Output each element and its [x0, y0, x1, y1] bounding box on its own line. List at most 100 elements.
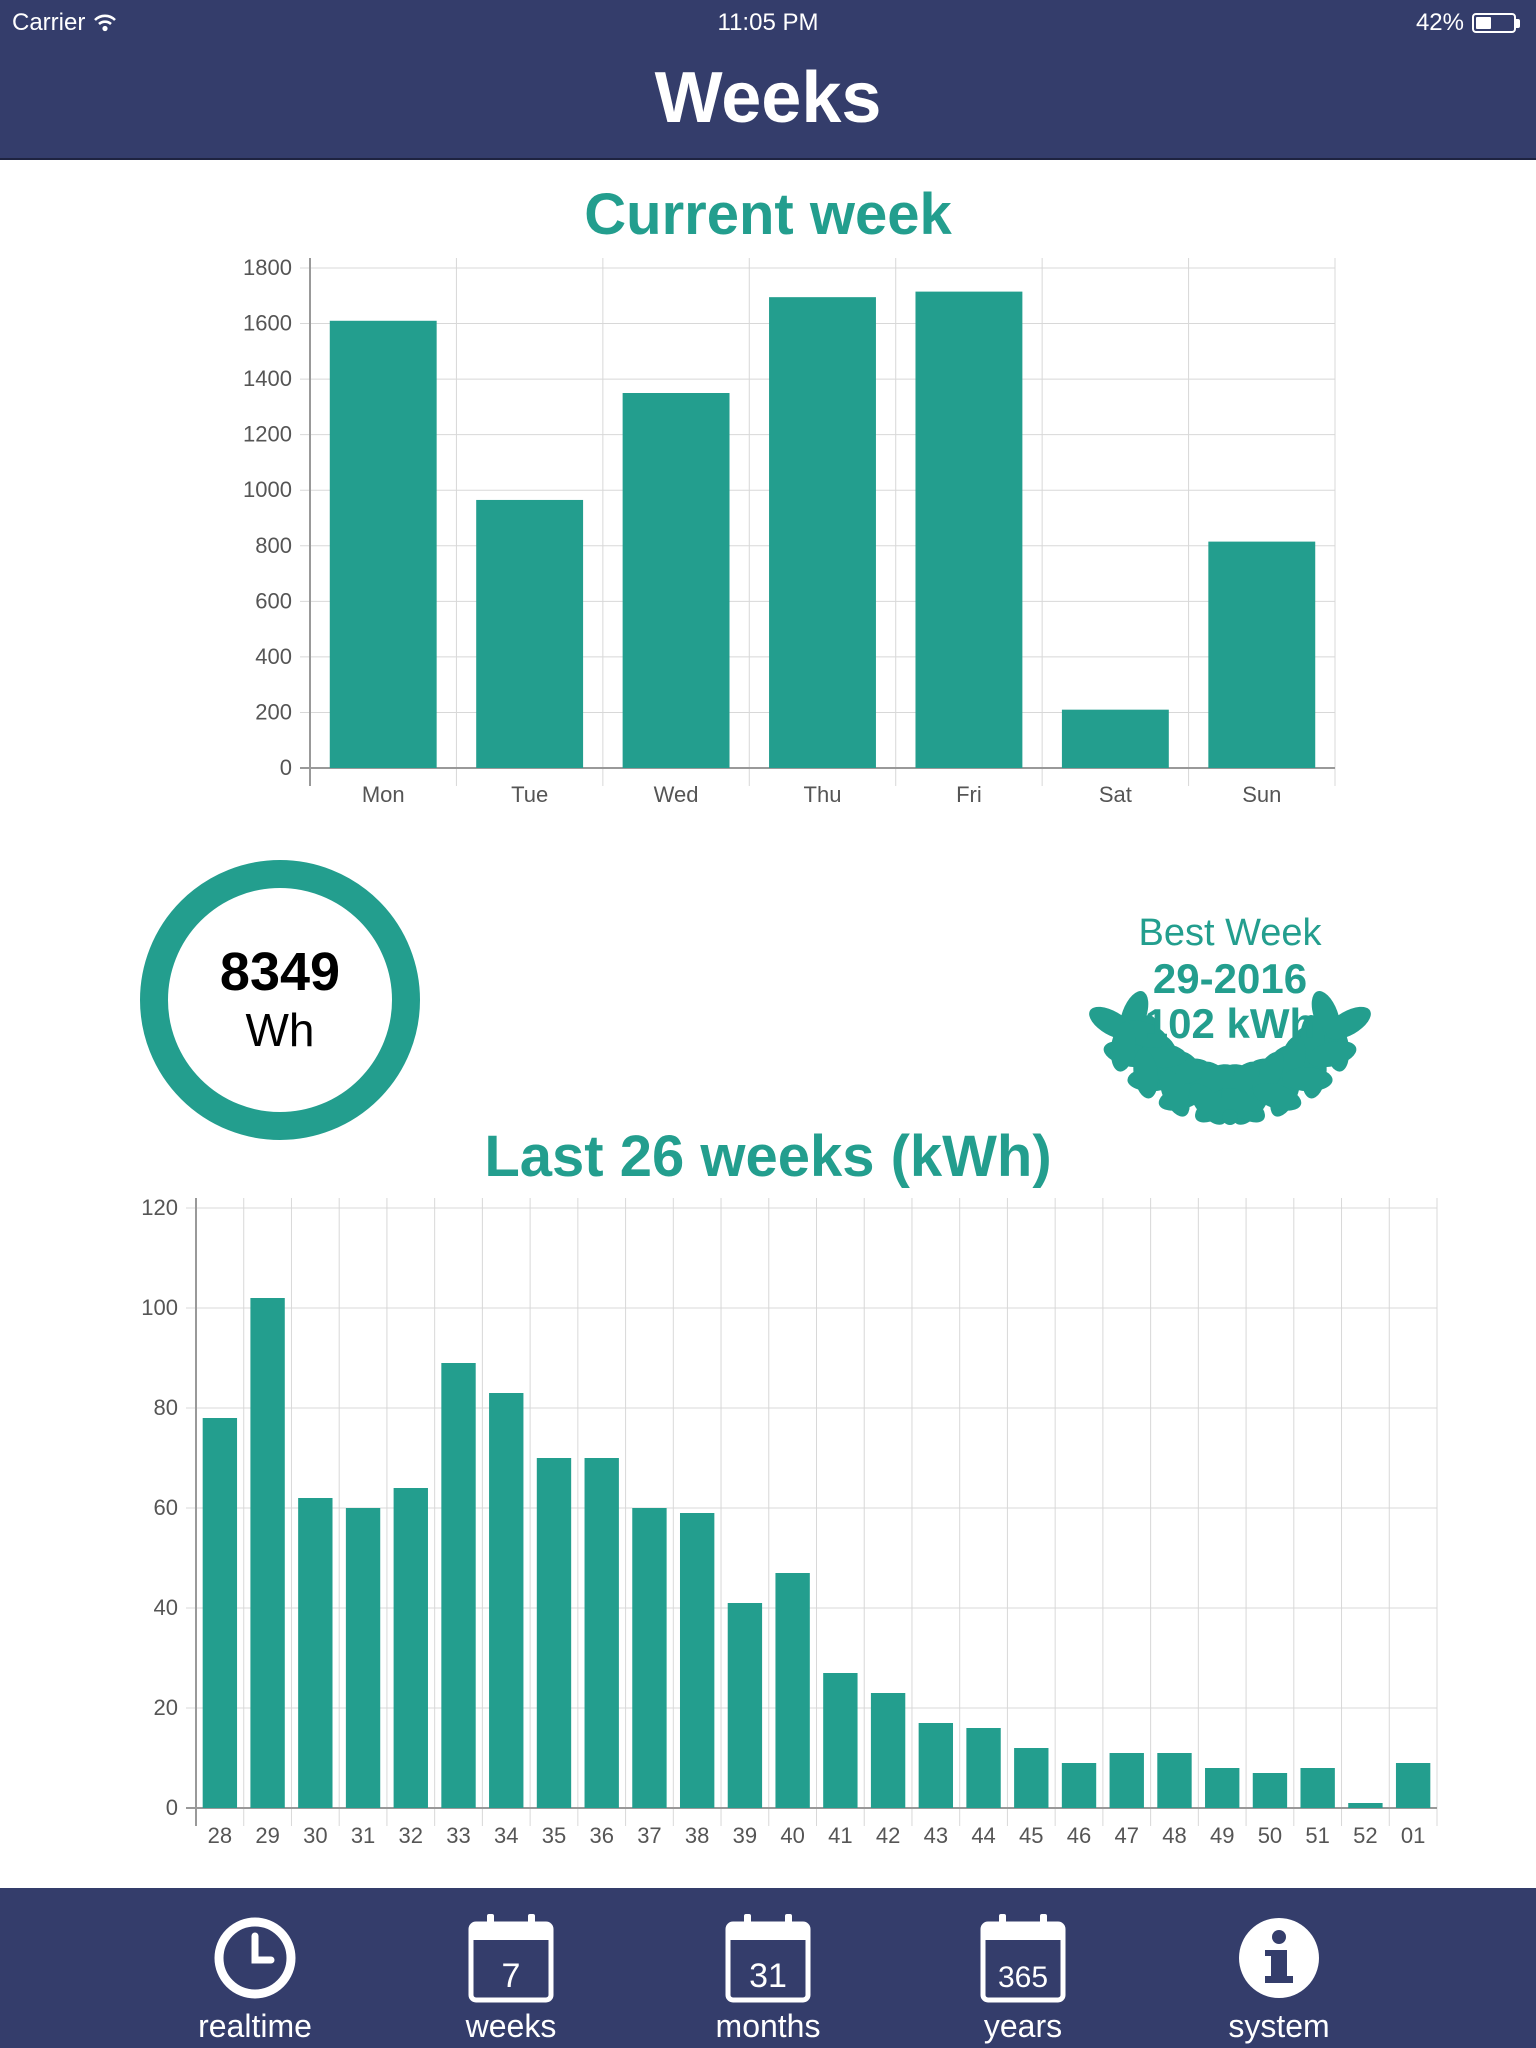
- tab-weeks[interactable]: 7 weeks: [401, 1888, 621, 2048]
- status-right: 42%: [1416, 6, 1520, 40]
- y-tick-label: 600: [255, 588, 292, 613]
- bar: [1061, 709, 1169, 768]
- best-week-badge: Best Week 29-2016 102 kWh: [1040, 855, 1420, 1135]
- x-tick-label: 30: [303, 1823, 327, 1848]
- laurel-knot: [1222, 1109, 1238, 1125]
- total-value: 8349: [219, 942, 341, 1002]
- x-tick-label: 48: [1162, 1823, 1186, 1848]
- x-tick-label: Tue: [511, 782, 548, 807]
- x-tick-label: 42: [876, 1823, 900, 1848]
- x-tick-label: 29: [255, 1823, 279, 1848]
- bar: [966, 1728, 1001, 1808]
- bar: [441, 1363, 476, 1808]
- tab-system-label: system: [1228, 2008, 1330, 2044]
- bar: [622, 393, 730, 768]
- y-tick-label: 1200: [243, 422, 292, 447]
- bar: [536, 1458, 572, 1808]
- bar: [1252, 1773, 1288, 1808]
- calendar-icon: 365: [980, 1914, 1066, 2003]
- tab-realtime-label: realtime: [198, 2008, 312, 2044]
- y-tick-label: 400: [255, 644, 292, 669]
- x-tick-label: 40: [780, 1823, 804, 1848]
- bar: [345, 1508, 381, 1808]
- bar: [476, 499, 584, 768]
- laurel-leaf: [1189, 1083, 1227, 1125]
- x-tick-label: 33: [446, 1823, 470, 1848]
- x-tick-label: Fri: [956, 782, 982, 807]
- x-tick-label: 41: [828, 1823, 852, 1848]
- bar: [1300, 1768, 1335, 1808]
- x-tick-label: 49: [1210, 1823, 1234, 1848]
- total-unit: Wh: [245, 1004, 315, 1056]
- x-tick-label: 52: [1353, 1823, 1377, 1848]
- x-tick-label: 32: [399, 1823, 423, 1848]
- y-tick-label: 100: [141, 1295, 178, 1320]
- bar: [202, 1418, 238, 1808]
- wifi-icon: [94, 14, 117, 32]
- bar: [918, 1723, 954, 1808]
- laurel-leaf: [1325, 1006, 1371, 1040]
- bar: [1205, 1768, 1240, 1808]
- status-time: 11:05 PM: [717, 9, 819, 36]
- x-tick-label: Thu: [804, 782, 842, 807]
- bar: [584, 1458, 619, 1808]
- bar: [1208, 541, 1316, 768]
- bar: [1109, 1753, 1144, 1808]
- x-tick-label: Sun: [1242, 782, 1281, 807]
- total-ring: 8349 Wh: [140, 860, 420, 1140]
- bar: [632, 1508, 667, 1808]
- x-tick-label: 31: [351, 1823, 375, 1848]
- x-tick-label: 36: [589, 1823, 613, 1848]
- last-weeks-title: Last 26 weeks (kWh): [484, 1124, 1052, 1189]
- y-tick-label: 120: [141, 1195, 178, 1220]
- bar: [489, 1393, 524, 1808]
- x-tick-label: 28: [208, 1823, 232, 1848]
- bar: [823, 1673, 858, 1808]
- status-left: Carrier: [12, 6, 117, 40]
- y-tick-label: 800: [255, 533, 292, 558]
- x-tick-label: 38: [685, 1823, 709, 1848]
- x-tick-label: 39: [733, 1823, 757, 1848]
- tab-weeks-label: weeks: [465, 2008, 557, 2044]
- laurel-leaf: [1282, 1067, 1333, 1092]
- laurel-leaf: [1159, 1069, 1190, 1117]
- x-tick-label: 01: [1401, 1823, 1425, 1848]
- y-tick-label: 40: [154, 1595, 178, 1620]
- x-tick-label: 50: [1258, 1823, 1282, 1848]
- page-title: Weeks: [654, 58, 882, 138]
- y-tick-label: 1000: [243, 477, 292, 502]
- laurel-leaf: [1253, 1083, 1302, 1111]
- y-tick-label: 20: [154, 1695, 178, 1720]
- bar: [329, 320, 437, 768]
- tab-years[interactable]: 365 years: [913, 1888, 1133, 2048]
- tab-realtime[interactable]: realtime: [145, 1888, 365, 2048]
- calendar-icon: 31: [725, 1914, 811, 2003]
- bar: [298, 1498, 333, 1808]
- x-tick-label: 35: [542, 1823, 566, 1848]
- info-icon: [1239, 1918, 1319, 1998]
- bar: [727, 1603, 763, 1808]
- calendar-badge: 31: [749, 1957, 787, 1995]
- bar: [870, 1693, 906, 1808]
- calendar-icon: 7: [468, 1914, 554, 2003]
- current-week-title: Current week: [584, 182, 952, 247]
- bar: [1061, 1763, 1097, 1808]
- laurel-leaf: [1110, 1021, 1136, 1072]
- y-tick-label: 200: [255, 699, 292, 724]
- tab-months[interactable]: 31 months: [658, 1888, 878, 2048]
- current-week-chart: 0 200 400 600 800 1000 1200 1400 1600 1800 Mon Tue W…: [243, 255, 1336, 807]
- x-tick-label: 44: [971, 1823, 995, 1848]
- y-tick-label: 1400: [243, 366, 292, 391]
- bar: [1395, 1763, 1431, 1808]
- y-tick-label: 80: [154, 1395, 178, 1420]
- best-week-value: 102 kWh: [1144, 1000, 1316, 1047]
- carrier-label: Carrier: [12, 9, 86, 36]
- bar: [775, 1573, 810, 1808]
- laurel-leaf: [1133, 1048, 1159, 1099]
- calendar-badge: 365: [998, 1961, 1048, 1994]
- y-tick-label: 1600: [243, 311, 292, 336]
- bar: [915, 291, 1023, 768]
- tab-system[interactable]: system: [1169, 1888, 1389, 2048]
- x-tick-label: 45: [1019, 1823, 1043, 1848]
- bar: [1348, 1803, 1383, 1808]
